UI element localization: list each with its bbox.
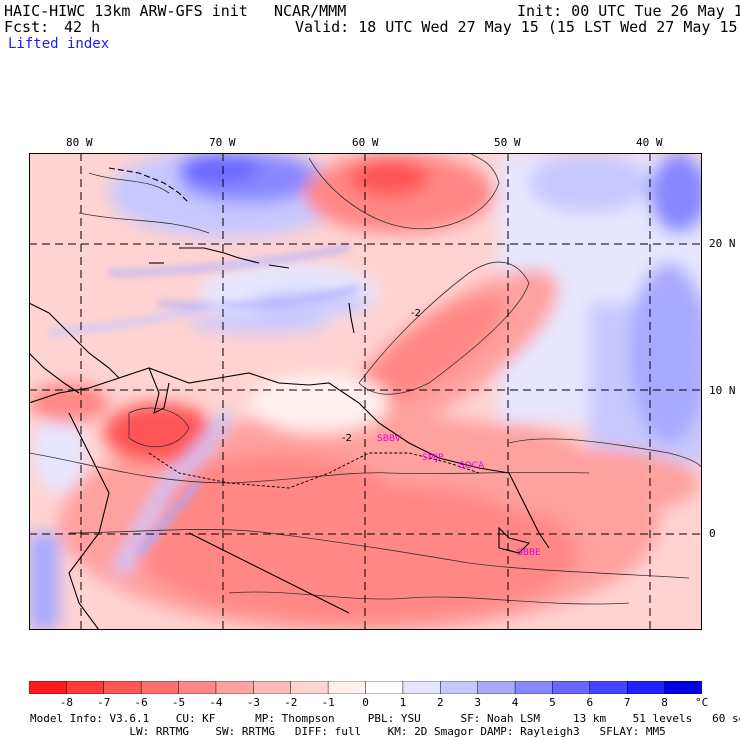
colorbar-swatch [626, 681, 666, 694]
model-title: HAIC-HIWC 13km ARW-GFS init [4, 2, 248, 20]
colorbar-swatch [589, 681, 628, 694]
colorbar-tick-label: 3 [474, 696, 481, 709]
lat-label: 10 N [709, 384, 736, 397]
colorbar-swatch [215, 681, 255, 694]
lat-label: 20 N [709, 237, 736, 250]
lon-label: 60 W [352, 136, 379, 149]
forecast-label: Fcst: [4, 18, 50, 36]
colorbar-tick-label: -8 [59, 696, 73, 709]
contour-label: -2 [411, 308, 421, 319]
colorbar-swatch [178, 681, 217, 694]
colorbar-tick-label: -2 [284, 696, 298, 709]
colorbar-swatch [103, 681, 142, 694]
colorbar-swatch [327, 681, 367, 694]
colorbar-swatch [66, 681, 105, 694]
colorbar-swatch [140, 681, 180, 694]
colorbar-tick-label: 4 [511, 696, 519, 709]
colorbar-tick-label: 7 [623, 696, 631, 709]
colorbar-swatch [365, 681, 404, 694]
field-shading [29, 153, 702, 630]
colorbar-swatch [440, 681, 479, 694]
station-label: SBBE [517, 548, 541, 558]
colorbar-tick-label: -5 [171, 696, 186, 709]
lat-lon-grid [29, 153, 702, 630]
colorbar-tick-label: -1 [321, 696, 335, 709]
lifted-index-map: -2 -2 SBBV SMJP SOCA SBBE [29, 153, 702, 630]
colorbar-swatch [29, 681, 68, 694]
colorbar-tick-label: -6 [134, 696, 148, 709]
colorbar-tick-label: -4 [209, 696, 223, 709]
model-info-line1: Model Info: V3.6.1 CU: KF MP: Thompson P… [30, 712, 740, 725]
colorbar-tick-label: 5 [549, 696, 556, 709]
organization-label: NCAR/MMM [274, 2, 347, 20]
colorbar-tick-label: 0 [362, 696, 369, 709]
colorbar-tick-label: -7 [97, 696, 111, 709]
contour-lines [29, 153, 702, 605]
station-label: SBBV [377, 434, 402, 444]
colorbar-tick-label: 2 [436, 696, 444, 709]
colorbar-unit: °C [695, 696, 709, 709]
colorbar-swatch [664, 681, 702, 694]
colorbar-swatch [477, 681, 516, 694]
colorbar-tick-label: 1 [399, 696, 407, 709]
lon-label: 70 W [209, 136, 236, 149]
station-label: SOCA [459, 461, 485, 471]
colorbar-tick-label: 8 [661, 696, 668, 709]
lon-label: 50 W [494, 136, 521, 149]
colorbar-swatch [552, 681, 591, 694]
station-label: SMJP [422, 453, 444, 463]
field-name: Lifted index [8, 36, 110, 52]
model-info-line2: LW: RRTMG SW: RRTMG DIFF: full KM: 2D Sm… [30, 725, 666, 738]
colorbar-swatch [402, 681, 442, 694]
colorbar-tick-label: -3 [246, 696, 260, 709]
colorbar-swatch [514, 681, 554, 694]
colorbar-swatch [253, 681, 292, 694]
lon-label: 40 W [636, 136, 663, 149]
valid-time: Valid: 18 UTC Wed 27 May 15 (15 LST Wed … [295, 18, 740, 36]
streak-features [48, 245, 360, 555]
colorbar-tick-label: 6 [586, 696, 594, 709]
lon-label: 80 W [66, 136, 93, 149]
colorbar [29, 681, 702, 694]
init-time: Init: 00 UTC Tue 26 May 15 [517, 2, 740, 20]
coastlines [29, 167, 550, 630]
map-frame [29, 153, 702, 630]
lat-label: 0 [709, 527, 716, 540]
forecast-hour: 42 h [64, 18, 101, 36]
colorbar-swatch [290, 681, 329, 694]
contour-label: -2 [342, 433, 352, 444]
